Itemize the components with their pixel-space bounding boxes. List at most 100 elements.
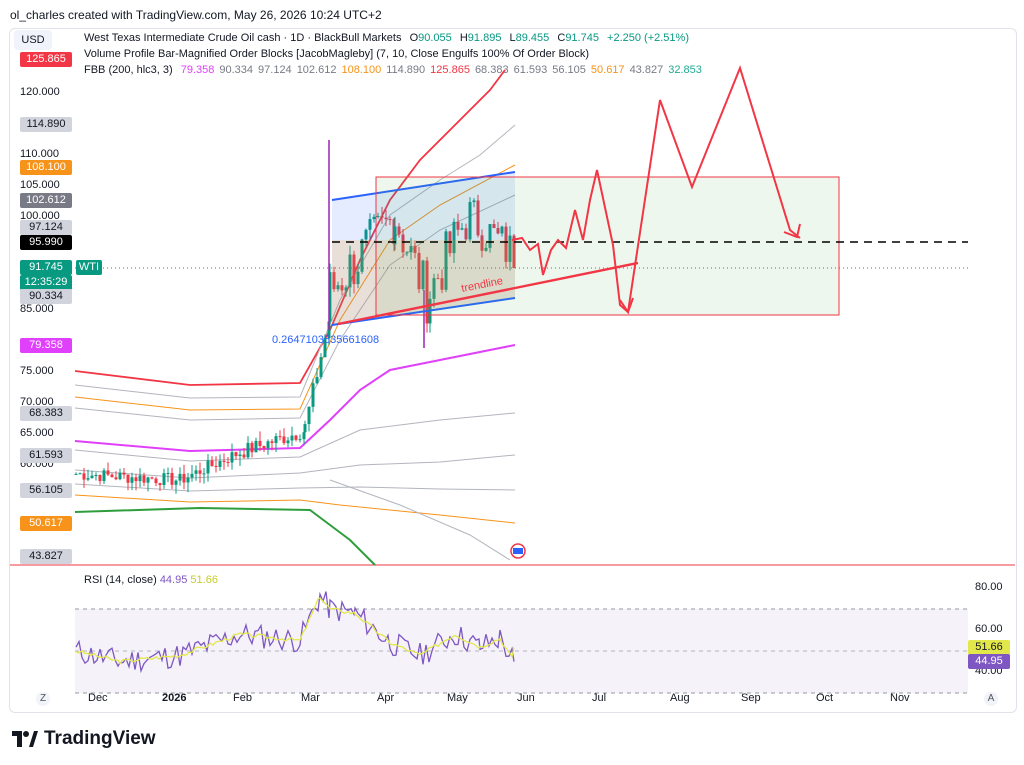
candle-body xyxy=(166,472,170,474)
price-tag: 43.827 xyxy=(20,549,72,564)
fbb-band-108 xyxy=(74,164,516,411)
price-axis-tick: 65.000 xyxy=(20,426,54,439)
ohlc-high-value: 91.895 xyxy=(467,32,502,44)
candle-body xyxy=(142,475,146,483)
candle-body xyxy=(328,272,332,322)
fbb-band-114 xyxy=(74,124,516,399)
candle-body xyxy=(413,245,417,253)
candle-body xyxy=(388,219,392,221)
candle-body xyxy=(182,473,186,483)
candle-body xyxy=(174,480,178,485)
candle-body xyxy=(170,472,174,485)
chart-attribution: ol_charles created with TradingView.com,… xyxy=(10,8,382,22)
time-axis-label: May xyxy=(447,692,468,704)
fbb-value: 56.105 xyxy=(552,64,586,76)
candle-body xyxy=(464,228,468,240)
price-tag: 61.593 xyxy=(20,448,72,463)
candle-body xyxy=(222,460,226,462)
fbb-basis-band xyxy=(74,344,516,453)
candle-body xyxy=(74,474,78,476)
candle-body xyxy=(432,278,436,299)
projection-zigzag xyxy=(511,65,801,314)
candle-body xyxy=(110,474,114,478)
price-axis-tick: 120.000 xyxy=(20,85,60,98)
candle-body xyxy=(311,383,315,407)
candle-body xyxy=(319,357,323,378)
candle-body xyxy=(290,435,294,441)
candle-body xyxy=(118,472,122,480)
candle-body xyxy=(421,260,425,290)
time-axis-label: Aug xyxy=(670,692,690,704)
rsi-axis-tick: 80.00 xyxy=(975,581,1003,593)
price-axis-tick: 100.000 xyxy=(20,209,60,222)
time-axis-label: Jun xyxy=(517,692,535,704)
rsi-title: RSI (14, close) xyxy=(84,574,157,586)
candle-body xyxy=(492,224,496,229)
candle-body xyxy=(286,440,290,444)
projection-arrowhead-1 xyxy=(619,297,634,315)
candle-body xyxy=(456,221,460,230)
price-tag: 68.383 xyxy=(20,406,72,421)
candle-body xyxy=(452,221,456,254)
candle-body xyxy=(146,477,150,483)
timezone-toggle[interactable]: Z xyxy=(36,692,50,706)
candle-body xyxy=(242,454,246,458)
candle-body xyxy=(444,231,448,290)
price-channel-fill xyxy=(332,172,515,325)
price-tag: 90.334 xyxy=(20,289,72,304)
candle-body xyxy=(98,475,102,482)
rsi-band-fill xyxy=(75,609,968,693)
fbb-value: 50.617 xyxy=(590,64,625,76)
candle-body xyxy=(226,461,230,463)
time-axis-label: Apr xyxy=(377,692,395,704)
candle-body xyxy=(114,477,118,480)
fbb-upper-band xyxy=(74,69,506,386)
price-tag: 12:35:29 xyxy=(20,275,72,290)
candle-body xyxy=(206,460,210,474)
fbb-value: 97.124 xyxy=(258,64,292,76)
channel-lower-line xyxy=(331,297,516,326)
candle-body xyxy=(360,239,364,272)
rsi-ma-tag: 51.66 xyxy=(968,639,1010,655)
candle-body xyxy=(262,445,266,449)
candle-body xyxy=(138,475,142,482)
candle-body xyxy=(198,470,202,474)
time-axis-label: Sep xyxy=(741,692,761,704)
candle-body xyxy=(210,460,214,466)
candle-body xyxy=(82,473,86,480)
candle-body xyxy=(512,235,516,269)
time-axis-label: Dec xyxy=(88,692,108,704)
legend-symbol-row: West Texas Intermediate Crude Oil cash ·… xyxy=(84,32,694,44)
ohlc-open-label: O xyxy=(409,32,419,44)
price-tag: 56.105 xyxy=(20,483,72,498)
currency-button[interactable]: USD xyxy=(14,30,52,50)
fbb-band-68 xyxy=(74,412,516,462)
candle-body xyxy=(178,473,182,481)
rsi-value-tag: 44.95 xyxy=(968,653,1010,669)
fbb-indicator-label: FBB (200, hlc3, 3) xyxy=(84,64,173,76)
auto-scale-toggle[interactable]: A xyxy=(984,692,998,706)
fib-ratio-label: 0.26471035356616​08 xyxy=(272,334,380,346)
candle-body xyxy=(476,200,480,236)
candle-body xyxy=(307,406,311,425)
candle-body xyxy=(397,226,401,235)
rsi-value: 44.95 xyxy=(159,574,188,586)
fbb-band-43 xyxy=(329,479,511,561)
candle-body xyxy=(158,483,162,486)
price-tag: 91.745 xyxy=(20,260,72,275)
ohlc-close-value: 91.745 xyxy=(565,32,599,44)
candle-body xyxy=(336,285,340,290)
price-tag: 114.890 xyxy=(20,117,72,132)
candle-body xyxy=(162,473,166,486)
tradingview-brand: TradingView xyxy=(44,728,156,749)
candle-body xyxy=(303,424,307,433)
rsi-axis-tick: 60.00 xyxy=(975,623,1003,635)
candle-body xyxy=(401,234,405,253)
candle-body xyxy=(134,477,138,482)
candle-body xyxy=(154,478,158,484)
symbol-tag: WTI xyxy=(76,260,102,275)
candle-body xyxy=(425,260,429,324)
candle-body xyxy=(186,477,190,483)
target-zone-box xyxy=(375,176,840,316)
